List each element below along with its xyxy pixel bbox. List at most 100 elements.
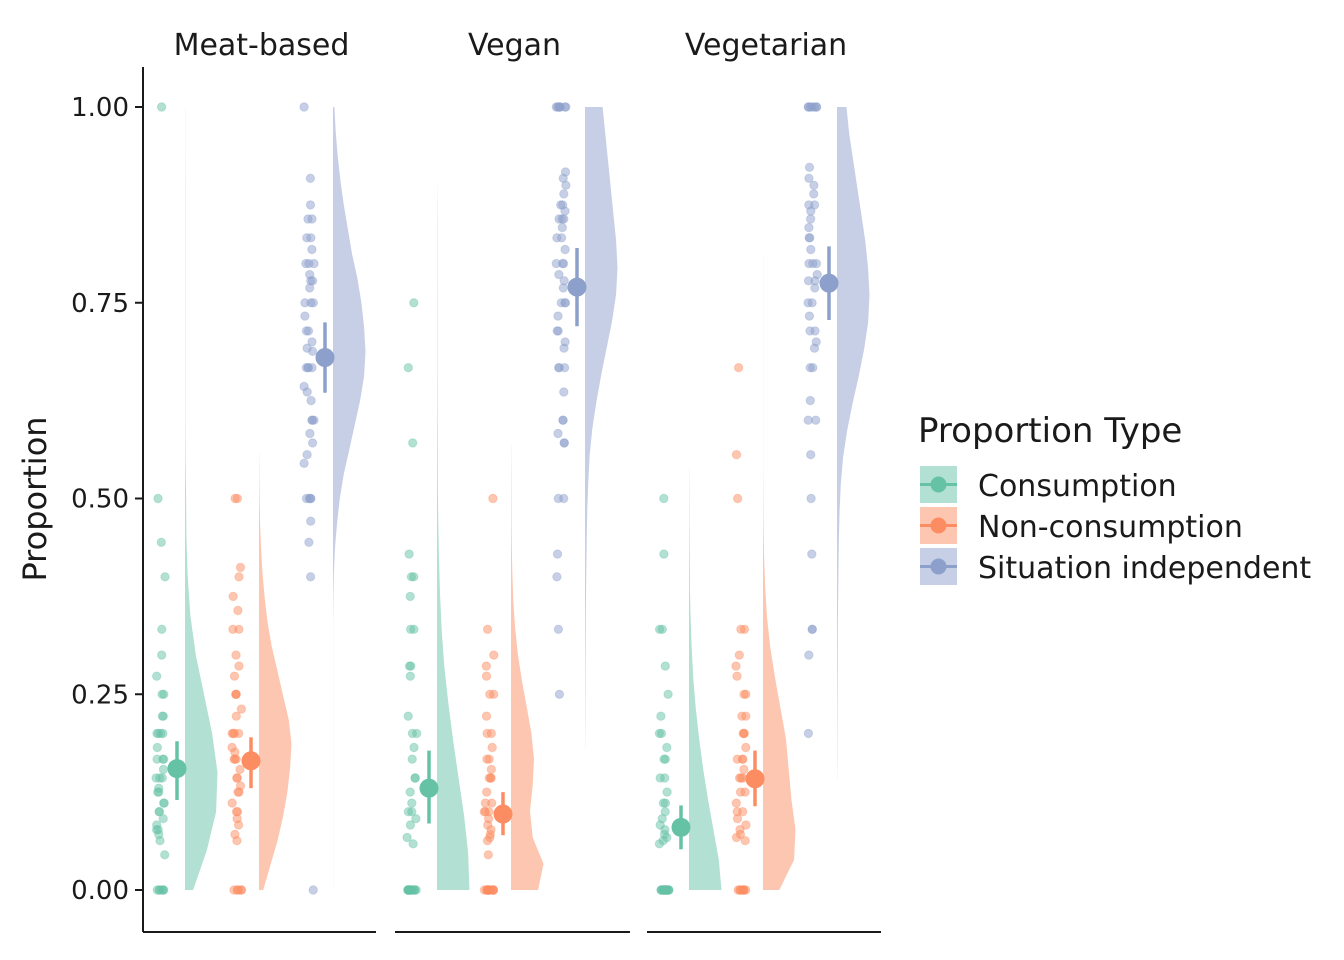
y-axis: 0.00 0.25 0.50 0.75 1.00 [71, 67, 144, 932]
data-point [657, 885, 667, 895]
data-point [157, 689, 167, 699]
facet-panels: Meat-based Vegan Vegetarian [143, 28, 881, 933]
data-point [559, 343, 569, 353]
data-point [739, 764, 749, 775]
data-point [803, 728, 814, 739]
data-point [654, 839, 665, 849]
data-point [233, 820, 244, 830]
data-point [231, 689, 241, 699]
data-point [807, 624, 817, 634]
data-point [656, 728, 667, 739]
series-group [227, 451, 292, 895]
legend-item: Consumption [920, 466, 1177, 504]
facet-panel: Vegetarian [647, 28, 881, 933]
data-point [481, 661, 491, 671]
facet-label: Vegetarian [685, 28, 847, 63]
data-point [235, 764, 245, 775]
legend-item: Non-consumption [920, 507, 1243, 545]
data-point [739, 689, 749, 699]
data-point [408, 839, 418, 849]
data-point [554, 269, 564, 280]
data-point [554, 102, 564, 112]
data-point [410, 773, 420, 783]
data-point [553, 624, 564, 634]
data-point [804, 222, 814, 233]
data-point [409, 298, 419, 308]
data-point [303, 326, 314, 336]
density-cloud [689, 467, 722, 890]
data-point [558, 283, 568, 293]
data-point [300, 311, 310, 321]
data-point [233, 885, 243, 895]
data-point [405, 624, 416, 634]
data-point [482, 728, 492, 739]
data-point [554, 689, 565, 699]
facet-label: Meat-based [174, 28, 350, 63]
data-point [731, 661, 741, 671]
data-point [804, 311, 815, 321]
data-point [557, 214, 567, 224]
data-point [404, 661, 415, 671]
data-point [663, 689, 673, 699]
legend-key-point [930, 476, 947, 493]
data-point [154, 807, 165, 817]
data-point [402, 832, 412, 843]
data-point [736, 624, 746, 634]
data-point [740, 836, 750, 846]
density-cloud [763, 255, 796, 890]
facet-panel: Meat-based [143, 28, 376, 933]
data-point [732, 814, 743, 824]
series-group [299, 102, 366, 895]
data-point [404, 549, 414, 559]
data-point [159, 798, 169, 808]
data-point [732, 493, 743, 504]
data-point [227, 798, 237, 808]
series-group [151, 102, 218, 895]
data-point [158, 885, 168, 895]
data-point [408, 438, 418, 448]
data-point [553, 311, 563, 321]
legend-title: Proportion Type [918, 411, 1182, 451]
data-point [307, 214, 317, 224]
data-point [482, 624, 493, 634]
data-point [403, 885, 413, 895]
data-point [156, 728, 166, 739]
data-point [233, 605, 243, 616]
data-point [809, 189, 819, 199]
data-point [160, 850, 170, 860]
data-point [489, 689, 499, 699]
data-point [552, 572, 562, 582]
data-point [810, 283, 820, 293]
data-point [305, 283, 315, 293]
series-group [803, 102, 870, 781]
data-point [558, 415, 568, 425]
data-point [659, 549, 669, 559]
y-tick-label: 0.75 [71, 289, 129, 319]
data-point [299, 458, 309, 468]
data-point [486, 773, 496, 783]
data-point [810, 326, 820, 336]
data-point [305, 173, 316, 184]
legend-item: Situation independent [920, 548, 1311, 586]
data-point [487, 798, 497, 808]
data-point [481, 671, 492, 681]
data-point [732, 671, 742, 681]
data-point [231, 711, 242, 721]
data-point [157, 711, 168, 721]
data-point [405, 591, 415, 602]
data-point [411, 814, 421, 824]
data-point [307, 438, 318, 448]
data-point [152, 671, 162, 681]
facet-label: Vegan [468, 28, 561, 63]
data-point [229, 754, 239, 764]
data-point [662, 742, 672, 753]
data-point [738, 885, 748, 895]
data-point [303, 363, 313, 373]
data-point [234, 728, 244, 739]
data-point [552, 233, 562, 243]
y-tick-label: 0.00 [71, 876, 129, 906]
data-point [158, 814, 168, 824]
data-point [309, 415, 319, 425]
data-point [305, 200, 316, 210]
